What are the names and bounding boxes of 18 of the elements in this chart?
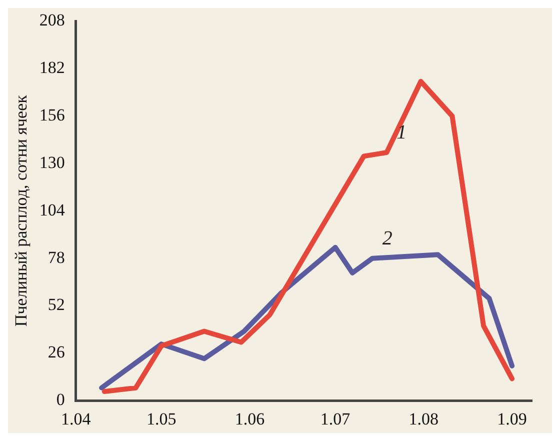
series-label: 1 xyxy=(396,122,407,144)
x-tick-label: 1.06 xyxy=(234,409,265,428)
y-tick-label: 208 xyxy=(39,10,65,30)
y-tick-label: 78 xyxy=(48,248,65,267)
x-tick-label: 1.09 xyxy=(497,409,527,428)
y-tick-label: 182 xyxy=(39,58,65,78)
y-axis-title: Пчелиный расплод, сотни ячеек xyxy=(12,94,31,327)
y-tick-label: 52 xyxy=(48,295,65,314)
x-tick-label: 1.08 xyxy=(408,409,439,428)
y-tick-label: 130 xyxy=(39,152,65,172)
series-label: 2 xyxy=(382,227,392,250)
x-tick-label: 1.04 xyxy=(61,409,92,428)
y-tick-label: 0 xyxy=(56,390,65,410)
y-tick-label: 156 xyxy=(39,106,65,125)
y-tick-label: 26 xyxy=(48,342,65,362)
x-tick-label: 1.05 xyxy=(146,409,176,428)
x-tick-label: 1.07 xyxy=(320,409,351,428)
y-tick-label: 104 xyxy=(39,200,66,220)
